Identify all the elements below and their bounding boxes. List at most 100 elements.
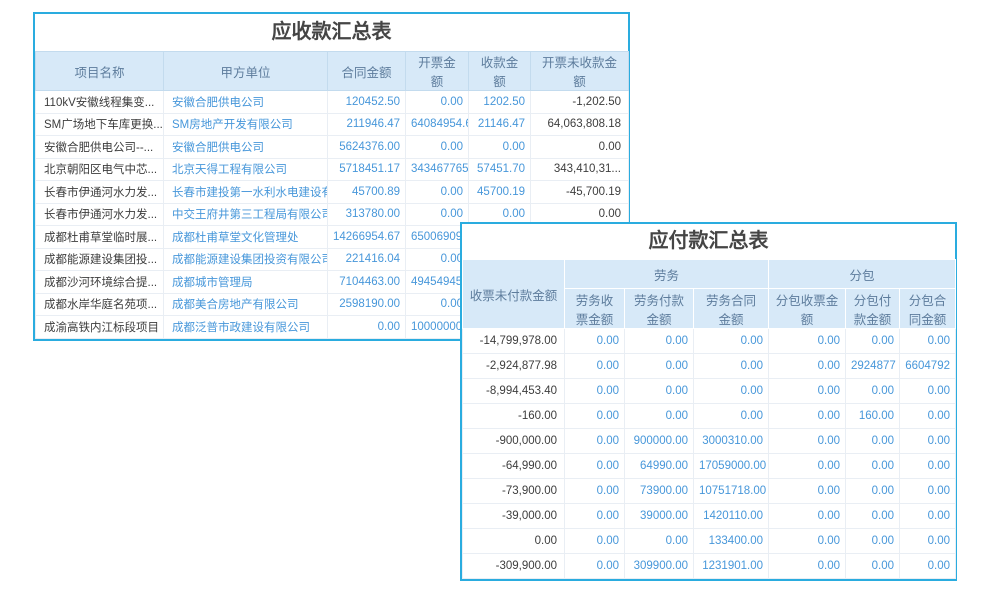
cell-invoice-amount: 0.00 [405, 90, 469, 114]
column-header-labor-invoice-amount: 劳务收票金额 [564, 288, 625, 329]
cell-unpaid-amount: -64,990.00 [462, 453, 565, 479]
cell-project-name: 成都水岸华庭名苑项... [35, 292, 164, 316]
cell-labor-invoice-amount: 0.00 [564, 378, 625, 404]
column-header-labor-payment-amount: 劳务付款金额 [624, 288, 694, 329]
cell-subcontract-payment-amount: 0.00 [845, 328, 900, 354]
cell-labor-invoice-amount: 0.00 [564, 328, 625, 354]
table-row: -160.00 0.00 0.00 0.00 0.00 160.00 0.00 [462, 403, 956, 429]
cell-project-name: 成都能源建设集团投... [35, 247, 164, 271]
payable-sub-header-row: 劳务收票金额 劳务付款金额 劳务合同金额 分包收票金额 分包付款金额 分包合同金… [463, 288, 956, 329]
cell-party-a-unit: 安徽合肥供电公司 [163, 90, 328, 114]
cell-subcontract-payment-amount: 0.00 [845, 428, 900, 454]
cell-labor-invoice-amount: 0.00 [564, 553, 625, 579]
cell-subcontract-invoice-amount: 0.00 [768, 353, 846, 379]
cell-invoice-amount: 0.00 [405, 180, 469, 204]
table-row: -900,000.00 0.00 900000.00 3000310.00 0.00 0.… [462, 428, 956, 454]
table-row: 北京朝阳区电气中芯... 北京天得工程有限公司 5718451.17 34346776… [35, 157, 629, 181]
cell-party-a-unit: 成都泛普市政建设有限公司 [163, 315, 328, 339]
cell-labor-contract-amount: 0.00 [693, 403, 769, 429]
cell-contract-amount: 2598190.00 [327, 292, 406, 316]
cell-subcontract-contract-amount: 0.00 [899, 528, 956, 554]
cell-subcontract-contract-amount: 0.00 [899, 478, 956, 504]
cell-labor-contract-amount: 1420110.00 [693, 503, 769, 529]
cell-subcontract-invoice-amount: 0.00 [768, 553, 846, 579]
cell-invoiced-unreceived-amount: -1,202.50 [530, 90, 629, 114]
table-row: -8,994,453.40 0.00 0.00 0.00 0.00 0.00 0.00 [462, 378, 956, 404]
cell-subcontract-contract-amount: 0.00 [899, 328, 956, 354]
cell-subcontract-payment-amount: 0.00 [845, 453, 900, 479]
cell-subcontract-contract-amount: 6604792 [899, 353, 956, 379]
cell-unpaid-amount: -8,994,453.40 [462, 378, 565, 404]
cell-labor-payment-amount: 0.00 [624, 328, 694, 354]
cell-labor-invoice-amount: 0.00 [564, 403, 625, 429]
cell-project-name: 成渝高铁内江标段项目 [35, 315, 164, 339]
payable-table-title: 应付款汇总表 [648, 230, 769, 252]
cell-invoiced-unreceived-amount: 0.00 [530, 135, 629, 159]
cell-subcontract-invoice-amount: 0.00 [768, 453, 846, 479]
cell-subcontract-payment-amount: 0.00 [845, 553, 900, 579]
cell-receipt-amount: 45700.19 [468, 180, 531, 204]
cell-contract-amount: 120452.50 [327, 90, 406, 114]
cell-subcontract-contract-amount: 0.00 [899, 428, 956, 454]
table-row: 长春市伊通河水力发... 长春市建投第一水利水电建设有限 45700.89 0.00 4… [35, 180, 629, 204]
cell-party-a-unit: 成都美合房地产有限公司 [163, 292, 328, 316]
cell-project-name: 长春市伊通河水力发... [35, 180, 164, 204]
cell-subcontract-invoice-amount: 0.00 [768, 528, 846, 554]
column-header-subcontract-contract-amount: 分包合同金额 [899, 288, 956, 329]
cell-subcontract-payment-amount: 2924877 [845, 353, 900, 379]
cell-labor-invoice-amount: 0.00 [564, 503, 625, 529]
table-row: -64,990.00 0.00 64990.00 17059000.00 0.00 0.0… [462, 453, 956, 479]
cell-contract-amount: 313780.00 [327, 202, 406, 226]
cell-project-name: 110kV安徽线程集变... [35, 90, 164, 114]
cell-labor-contract-amount: 17059000.00 [693, 453, 769, 479]
cell-party-a-unit: 中交王府井第三工程局有限公司 [163, 202, 328, 226]
receivable-table-title: 应收款汇总表 [271, 21, 392, 43]
cell-labor-contract-amount: 133400.00 [693, 528, 769, 554]
cell-subcontract-invoice-amount: 0.00 [768, 428, 846, 454]
table-row: -14,799,978.00 0.00 0.00 0.00 0.00 0.00 0.00 [462, 328, 956, 354]
cell-subcontract-invoice-amount: 0.00 [768, 328, 846, 354]
cell-labor-payment-amount: 39000.00 [624, 503, 694, 529]
cell-unpaid-amount: -900,000.00 [462, 428, 565, 454]
cell-labor-payment-amount: 0.00 [624, 403, 694, 429]
column-header-unpaid-on-received-invoices: 收票未付款金额 [462, 259, 565, 329]
cell-subcontract-invoice-amount: 0.00 [768, 503, 846, 529]
cell-labor-invoice-amount: 0.00 [564, 478, 625, 504]
cell-project-name: 安徽合肥供电公司--... [35, 135, 164, 159]
cell-contract-amount: 5624376.00 [327, 135, 406, 159]
cell-subcontract-invoice-amount: 0.00 [768, 478, 846, 504]
cell-receipt-amount: 57451.70 [468, 157, 531, 181]
cell-labor-contract-amount: 3000310.00 [693, 428, 769, 454]
cell-party-a-unit: SM房地产开发有限公司 [163, 112, 328, 136]
cell-party-a-unit: 安徽合肥供电公司 [163, 135, 328, 159]
table-row: 安徽合肥供电公司--... 安徽合肥供电公司 5624376.00 0.00 0.00 0… [35, 135, 629, 159]
cell-subcontract-contract-amount: 0.00 [899, 453, 956, 479]
payable-table: 收票未付款金额 劳务 分包 劳务收票金额 劳务付款金额 劳务合同金额 分包收票金… [462, 259, 956, 579]
cell-labor-payment-amount: 900000.00 [624, 428, 694, 454]
cell-contract-amount: 14266954.67 [327, 225, 406, 249]
cell-invoice-amount: 64084954.6 [405, 112, 469, 136]
cell-labor-invoice-amount: 0.00 [564, 453, 625, 479]
table-row: -309,900.00 0.00 309900.00 1231901.00 0.00 0.… [462, 553, 956, 579]
table-row: -73,900.00 0.00 73900.00 10751718.00 0.00 0.0… [462, 478, 956, 504]
cell-subcontract-payment-amount: 160.00 [845, 403, 900, 429]
cell-invoiced-unreceived-amount: 64,063,808.18 [530, 112, 629, 136]
group-header-labor: 劳务 [564, 259, 769, 289]
column-header-invoice-amount: 开票金额 [405, 51, 469, 91]
table-row: 0.00 0.00 0.00 133400.00 0.00 0.00 0.00 [462, 528, 956, 554]
cell-labor-invoice-amount: 0.00 [564, 428, 625, 454]
cell-invoice-amount: 10000000. [405, 315, 469, 339]
cell-unpaid-amount: -39,000.00 [462, 503, 565, 529]
cell-invoiced-unreceived-amount: 343,410,31... [530, 157, 629, 181]
cell-project-name: 长春市伊通河水力发... [35, 202, 164, 226]
cell-contract-amount: 5718451.17 [327, 157, 406, 181]
column-header-invoiced-unreceived-amount: 开票未收款金额 [530, 51, 629, 91]
table-row: -39,000.00 0.00 39000.00 1420110.00 0.00 0.00… [462, 503, 956, 529]
cell-labor-payment-amount: 0.00 [624, 378, 694, 404]
cell-labor-payment-amount: 64990.00 [624, 453, 694, 479]
cell-contract-amount: 211946.47 [327, 112, 406, 136]
cell-subcontract-contract-amount: 0.00 [899, 503, 956, 529]
cell-labor-contract-amount: 0.00 [693, 353, 769, 379]
cell-party-a-unit: 长春市建投第一水利水电建设有限 [163, 180, 328, 204]
